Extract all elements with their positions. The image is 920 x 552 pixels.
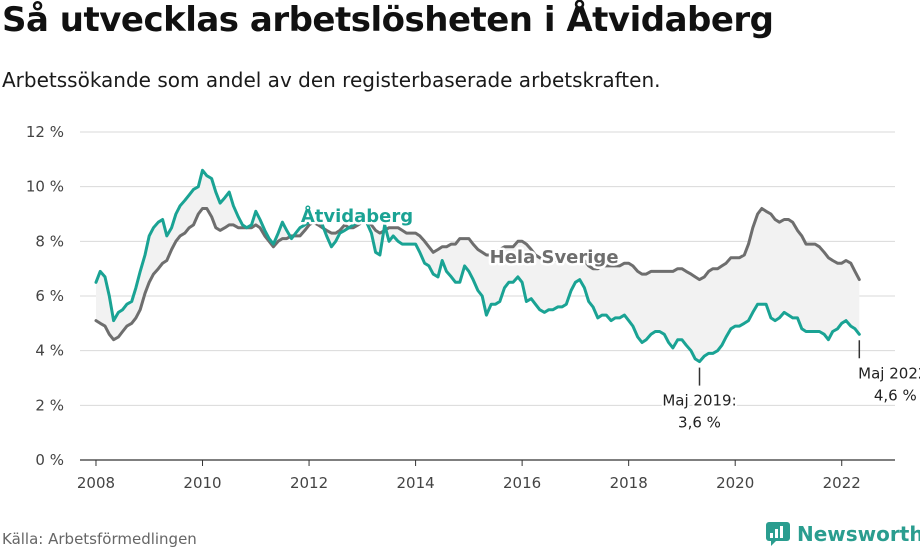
difference-band: [96, 170, 860, 362]
series-line-hela-sverige: [94, 207, 861, 342]
annotation-label: 4,6 %: [874, 386, 917, 404]
y-tick-label: 4 %: [35, 342, 64, 360]
x-tick-label: 2020: [716, 474, 754, 492]
series-label-atvidaberg-halo: Åtvidaberg: [301, 204, 413, 227]
source-note: Källa: Arbetsförmedlingen: [2, 530, 197, 548]
series-label-hela-sverige: Hela Sverige: [490, 247, 619, 268]
y-tick-label: 10 %: [26, 178, 64, 196]
x-tick-label: 2014: [396, 474, 434, 492]
series-label-atvidaberg: Åtvidaberg: [301, 204, 413, 227]
newsworthy-logo-icon: [766, 522, 790, 546]
brand[interactable]: Newsworthy: [765, 520, 920, 548]
y-tick-label: 6 %: [35, 287, 64, 305]
x-tick-label: 2012: [290, 474, 328, 492]
y-tick-label: 0 %: [35, 451, 64, 469]
y-tick-label: 8 %: [35, 232, 64, 250]
annotation-label: 3,6 %: [678, 414, 721, 432]
x-tick-label: 2008: [77, 474, 115, 492]
annotation-label: Maj 2022:: [858, 364, 920, 382]
x-tick-label: 2022: [823, 474, 861, 492]
x-tick-label: 2018: [610, 474, 648, 492]
annotation-label: Maj 2019:: [662, 392, 736, 410]
chart-subtitle: Arbetssökande som andel av den registerb…: [2, 68, 661, 92]
x-tick-label: 2010: [183, 474, 221, 492]
series-line-atvidaberg: [94, 168, 861, 364]
series-label-hela-sverige-halo: Hela Sverige: [490, 247, 619, 268]
chart-title: Så utvecklas arbetslösheten i Åtvidaberg: [2, 0, 774, 40]
y-tick-label: 12 %: [26, 123, 64, 141]
x-tick-label: 2016: [503, 474, 541, 492]
y-tick-label: 2 %: [35, 396, 64, 414]
brand-name: Newsworthy: [797, 522, 920, 546]
